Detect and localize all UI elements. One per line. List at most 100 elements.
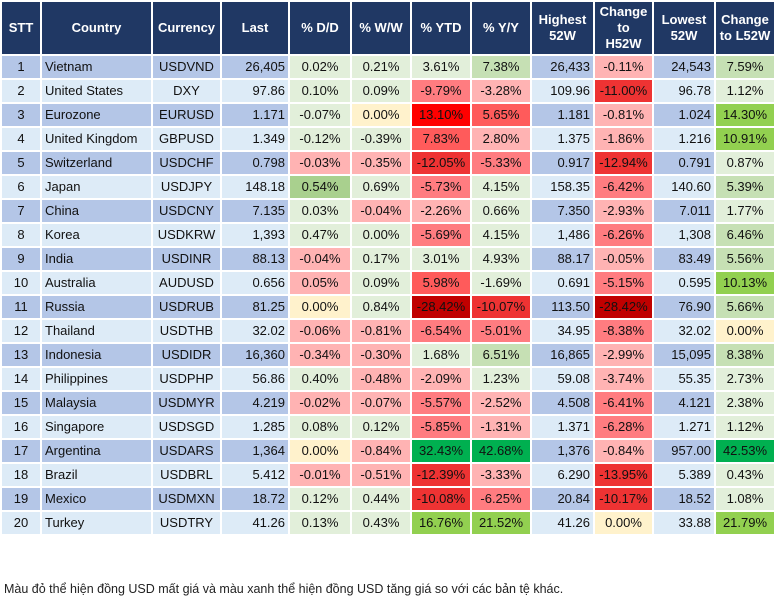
cell-currency: DXY [151,78,222,104]
cell-dd: 0.08% [288,414,352,440]
cell-currency: USDCNY [151,198,222,224]
cell-low: 96.78 [652,78,716,104]
cell-h52: -0.11% [593,54,654,80]
cell-high: 1,486 [530,222,595,248]
cell-last: 7.135 [220,198,290,224]
cell-l52: 0.87% [714,150,776,176]
cell-high: 1,376 [530,438,595,464]
header-lowest-52w: Lowest 52W [652,0,716,56]
header-country: Country [40,0,153,56]
cell-yy: -10.07% [470,294,532,320]
cell-ww: 0.09% [350,270,412,296]
cell-low: 1.024 [652,102,716,128]
cell-ww: 0.00% [350,222,412,248]
cell-dd: -0.34% [288,342,352,368]
cell-l52: 2.38% [714,390,776,416]
table-row: 9 India USDINR 88.13 -0.04% 0.17% 3.01% 4.93% 88… [0,246,776,272]
cell-currency: USDINR [151,246,222,272]
table-row: 18 Brazil USDBRL 5.412 -0.01% -0.51% -12.39% -3… [0,462,776,488]
cell-ww: -0.07% [350,390,412,416]
header-stt: STT [0,0,42,56]
table-row: 12 Thailand USDTHB 32.02 -0.06% -0.81% -6.54% -… [0,318,776,344]
header-ytd: % YTD [410,0,472,56]
cell-yy: 7.38% [470,54,532,80]
table-row: 1 Vietnam USDVND 26,405 0.02% 0.21% 3.61% 7.38%… [0,54,776,80]
table-row: 4 United Kingdom GBPUSD 1.349 -0.12% -0.39% 7.… [0,126,776,152]
cell-ww: -0.04% [350,198,412,224]
cell-high: 1.181 [530,102,595,128]
cell-l52: 1.12% [714,414,776,440]
cell-yy: 4.93% [470,246,532,272]
cell-stt: 15 [0,390,42,416]
cell-ytd: -12.05% [410,150,472,176]
cell-low: 15,095 [652,342,716,368]
cell-dd: 0.47% [288,222,352,248]
cell-ww: 0.00% [350,102,412,128]
table-row: 8 Korea USDKRW 1,393 0.47% 0.00% -5.69% 4.15% 1,… [0,222,776,248]
cell-last: 16,360 [220,342,290,368]
cell-h52: -6.28% [593,414,654,440]
cell-yy: 0.66% [470,198,532,224]
cell-low: 5.389 [652,462,716,488]
cell-country: Turkey [40,510,153,536]
cell-ytd: 16.76% [410,510,472,536]
cell-high: 4.508 [530,390,595,416]
cell-ytd: 1.68% [410,342,472,368]
cell-h52: -11.00% [593,78,654,104]
cell-high: 109.96 [530,78,595,104]
cell-ytd: -28.42% [410,294,472,320]
cell-low: 33.88 [652,510,716,536]
cell-currency: USDTRY [151,510,222,536]
cell-h52: -1.86% [593,126,654,152]
cell-dd: -0.07% [288,102,352,128]
cell-ww: -0.48% [350,366,412,392]
cell-country: Switzerland [40,150,153,176]
cell-ytd: -12.39% [410,462,472,488]
cell-l52: 8.38% [714,342,776,368]
table-row: 3 Eurozone EURUSD 1.171 -0.07% 0.00% 13.10% 5.6… [0,102,776,128]
cell-ww: -0.39% [350,126,412,152]
cell-l52: 0.43% [714,462,776,488]
cell-stt: 11 [0,294,42,320]
cell-currency: GBPUSD [151,126,222,152]
cell-last: 26,405 [220,54,290,80]
cell-high: 34.95 [530,318,595,344]
table-row: 10 Australia AUDUSD 0.656 0.05% 0.09% 5.98% -1.… [0,270,776,296]
cell-l52: 1.08% [714,486,776,512]
cell-yy: 42.68% [470,438,532,464]
cell-high: 88.17 [530,246,595,272]
cell-currency: USDVND [151,54,222,80]
cell-country: Indonesia [40,342,153,368]
cell-dd: -0.06% [288,318,352,344]
cell-currency: EURUSD [151,102,222,128]
cell-low: 1,308 [652,222,716,248]
table-row: 15 Malaysia USDMYR 4.219 -0.02% -0.07% -5.57% -… [0,390,776,416]
table-row: 7 China USDCNY 7.135 0.03% -0.04% -2.26% 0.66% 7… [0,198,776,224]
cell-currency: USDBRL [151,462,222,488]
cell-ww: -0.81% [350,318,412,344]
cell-currency: USDKRW [151,222,222,248]
cell-h52: -3.74% [593,366,654,392]
cell-h52: -0.81% [593,102,654,128]
cell-h52: -13.95% [593,462,654,488]
cell-high: 20.84 [530,486,595,512]
cell-high: 0.917 [530,150,595,176]
cell-h52: -6.41% [593,390,654,416]
cell-low: 7.011 [652,198,716,224]
cell-currency: USDPHP [151,366,222,392]
cell-last: 1.349 [220,126,290,152]
cell-h52: -8.38% [593,318,654,344]
cell-stt: 18 [0,462,42,488]
cell-high: 1.371 [530,414,595,440]
cell-currency: USDARS [151,438,222,464]
cell-low: 1.216 [652,126,716,152]
cell-currency: USDMXN [151,486,222,512]
cell-last: 81.25 [220,294,290,320]
cell-low: 4.121 [652,390,716,416]
cell-stt: 12 [0,318,42,344]
cell-high: 113.50 [530,294,595,320]
cell-yy: 5.65% [470,102,532,128]
cell-stt: 20 [0,510,42,536]
cell-low: 32.02 [652,318,716,344]
cell-h52: -28.42% [593,294,654,320]
